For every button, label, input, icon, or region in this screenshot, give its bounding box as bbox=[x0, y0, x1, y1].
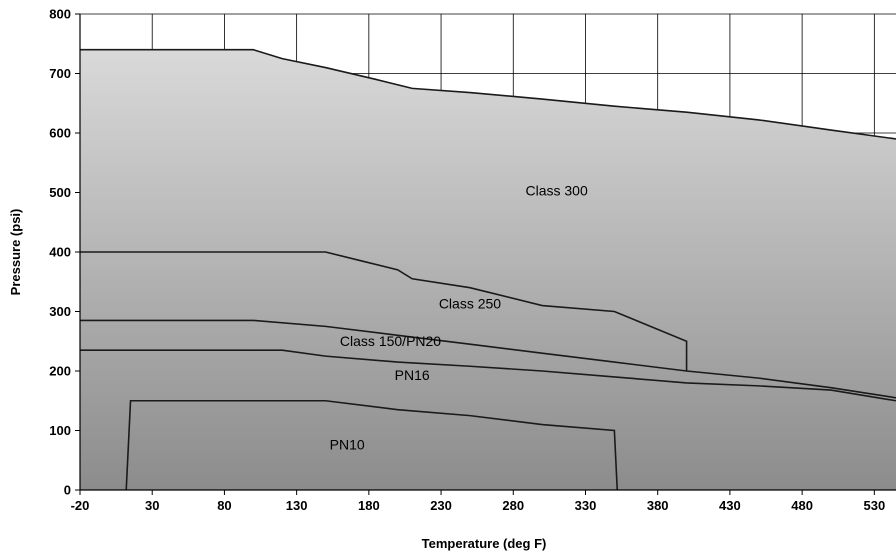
series-line bbox=[80, 349, 896, 402]
y-tick-label: 400 bbox=[49, 245, 71, 260]
series-line bbox=[80, 251, 688, 371]
series-label: PN16 bbox=[395, 367, 430, 383]
region-labels: Class 300 Class 250 Class 150/PN20 PN16 PN10 bbox=[330, 182, 588, 452]
x-tick-label: 280 bbox=[502, 498, 524, 513]
y-tick-label: 500 bbox=[49, 185, 71, 200]
series-line bbox=[80, 48, 896, 140]
y-tick-label: 300 bbox=[49, 304, 71, 319]
y-tick-label: 700 bbox=[49, 66, 71, 81]
y-tick-label: 200 bbox=[49, 364, 71, 379]
y-tick-label: 600 bbox=[49, 126, 71, 141]
x-tick-label: 130 bbox=[286, 498, 308, 513]
series-label: Class 300 bbox=[525, 182, 587, 198]
x-tick-label: 230 bbox=[430, 498, 452, 513]
y-tick-label: 100 bbox=[49, 423, 71, 438]
x-tick-label: 480 bbox=[791, 498, 813, 513]
x-tick-label: 430 bbox=[719, 498, 741, 513]
ratings-fill bbox=[80, 49, 896, 490]
series-label: Class 250 bbox=[439, 296, 501, 312]
x-tick-label: 180 bbox=[358, 498, 380, 513]
series-label: PN10 bbox=[330, 437, 365, 453]
series-line bbox=[80, 319, 896, 399]
x-tick-label: 80 bbox=[217, 498, 231, 513]
envelope-area bbox=[80, 49, 896, 490]
x-tick-label: 330 bbox=[575, 498, 597, 513]
y-tick-label: 800 bbox=[49, 7, 71, 22]
series-line bbox=[125, 399, 619, 491]
x-tick-label: 380 bbox=[647, 498, 669, 513]
y-axis-title: Pressure (psi) bbox=[8, 209, 23, 296]
x-tick-label: 530 bbox=[863, 498, 885, 513]
x-tick-label: 30 bbox=[145, 498, 159, 513]
x-axis-title: Temperature (deg F) bbox=[422, 536, 547, 551]
axes: 0 100 200 300 400 500 600 700 800 -20 30 80 130 180 23… bbox=[49, 7, 896, 513]
series-label: Class 150/PN20 bbox=[340, 333, 441, 349]
x-tick-label: -20 bbox=[71, 498, 90, 513]
y-tick-label: 0 bbox=[64, 483, 71, 498]
series-lines bbox=[80, 48, 896, 491]
